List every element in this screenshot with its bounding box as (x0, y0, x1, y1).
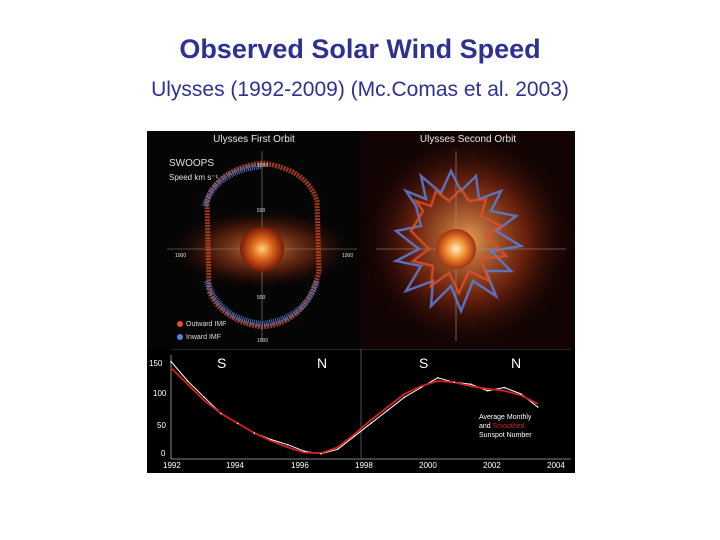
sunspot-point (503, 386, 506, 389)
polar-tick-left: 1000 (175, 253, 187, 259)
sunspot-point (286, 443, 289, 446)
polar-tick-inner: 500 (257, 208, 266, 214)
hemisphere-label-n2: N (511, 355, 522, 371)
sunspot-point (436, 377, 439, 379)
sunspot-point (270, 438, 272, 441)
polar-tick-right: 1000 (342, 253, 354, 259)
hemisphere-label-n1: N (317, 355, 328, 371)
sunspot-point (486, 390, 489, 392)
polar-tick-inner-bottom: 500 (257, 295, 266, 301)
x-tick-label: 2000 (419, 461, 437, 470)
outward-dot-icon (177, 321, 183, 328)
inward-dot-icon (177, 334, 183, 341)
page-title: Observed Solar Wind Speed (179, 34, 541, 64)
x-tick-label: 1996 (291, 461, 309, 470)
sunspot-points (170, 360, 539, 455)
first-orbit-panel: Ulysses First Orbit SWOOPS Speed km s⁻¹ … (147, 131, 361, 349)
x-tick-label: 1998 (355, 461, 373, 470)
sunspot-point (453, 381, 456, 384)
solar-wind-figure: Ulysses First Orbit SWOOPS Speed km s⁻¹ … (147, 131, 575, 473)
second-orbit-title: Ulysses Second Orbit (419, 134, 517, 145)
polar-tick-top: 1000 (257, 163, 269, 169)
sunspot-point (370, 422, 372, 425)
sunspot-point (420, 386, 422, 389)
y-tick-label: 50 (157, 421, 166, 430)
y-tick-label: 150 (149, 359, 163, 368)
sunspot-point (186, 380, 189, 382)
x-tick-label: 2002 (483, 461, 501, 470)
page-subtitle: Ulysses (1992-2009) (Mc.Comas et al. 200… (151, 78, 569, 101)
y-tick-label: 100 (153, 389, 167, 398)
sunspot-legend-line2: and Smoothed (479, 423, 525, 430)
sunspot-point (536, 406, 539, 408)
sun-image (436, 229, 476, 269)
legend-inward: Inward IMF (177, 334, 221, 341)
sunspot-legend-line3: Sunspot Number (479, 432, 532, 439)
x-tick-label: 2004 (547, 461, 565, 470)
sunspot-point (170, 360, 172, 363)
sun-image (240, 227, 284, 271)
first-orbit-polar-plot (167, 151, 357, 341)
legend-outward: Outward IMF (177, 321, 226, 328)
sunspot-point (303, 450, 306, 452)
smoothed-sunspot-line (170, 367, 539, 455)
sunspot-point (320, 453, 322, 455)
sunspot-point (203, 396, 206, 399)
sunspot-point (386, 409, 389, 412)
sunspot-point (336, 448, 339, 451)
second-orbit-polar-plot (361, 131, 575, 349)
x-tick-label: 1992 (163, 461, 181, 470)
instrument-label: SWOOPS (169, 158, 215, 169)
outward-imf-trace (204, 160, 322, 330)
sunspot-legend-line1: Average Monthly (479, 414, 532, 421)
first-orbit-title: Ulysses First Orbit (213, 134, 295, 145)
spiky-wind-trace (392, 168, 525, 315)
sunspot-legend: Average Monthly and Smoothed Sunspot Num… (479, 413, 532, 440)
sunspot-panel: S N S N 150 100 50 0 1992 1994 1996 1998… (147, 349, 575, 473)
polar-tick-bottom: 1000 (257, 338, 269, 344)
sunspot-point (220, 412, 222, 415)
x-tick-label: 1994 (226, 461, 244, 470)
sunspot-point (403, 396, 406, 399)
y-tick-label: 0 (161, 449, 166, 458)
sunspot-chart (170, 349, 571, 460)
sunspot-point (520, 393, 522, 395)
hemisphere-label-s2: S (419, 355, 429, 371)
sunspot-point (236, 422, 239, 425)
sunspot-point (470, 383, 472, 386)
hemisphere-label-s1: S (217, 355, 227, 371)
sunspot-point (253, 432, 256, 434)
inward-imf-trace (202, 163, 320, 328)
speed-axis-label: Speed km s⁻¹ (169, 173, 219, 182)
second-orbit-panel: Ulysses Second Orbit (361, 131, 575, 349)
sunspot-point (353, 435, 356, 438)
